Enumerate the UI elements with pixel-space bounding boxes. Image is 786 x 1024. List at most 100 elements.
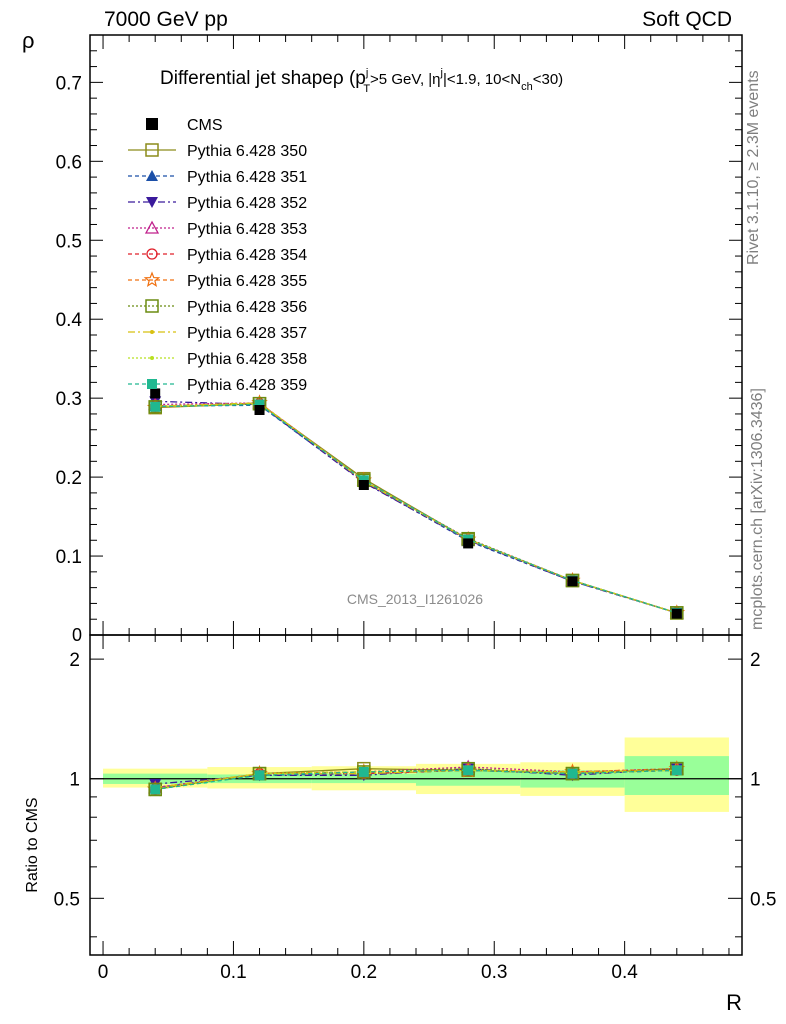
ratio-series-line-9 bbox=[155, 769, 677, 791]
legend-label-5: Pythia 6.428 355 bbox=[187, 273, 307, 290]
legend-entry-0: Pythia 6.428 350 bbox=[128, 143, 307, 160]
ratio-panel-axes: 0.5 0.5 1 1 2 2 0 0.1 0.2 0.3 0.4 bbox=[54, 635, 776, 983]
cms-point-0 bbox=[150, 388, 161, 399]
series-line-7 bbox=[155, 402, 677, 614]
title-part-2: >5 GeV, |η bbox=[370, 71, 440, 88]
main-y-tick-label: 0.4 bbox=[56, 310, 83, 331]
legend-marker-cms bbox=[146, 118, 158, 130]
mcplots-reference-label: mcplots.cern.ch [arXiv:1306.3436] bbox=[749, 388, 766, 630]
title-part-3: |<1.9, 10<N bbox=[443, 71, 521, 88]
series-9-point-1 bbox=[254, 399, 265, 410]
legend-marker-5 bbox=[143, 271, 161, 288]
x-tick-label: 0.2 bbox=[351, 962, 377, 983]
main-y-zero-label: 0 bbox=[72, 625, 82, 645]
legend-marker-2 bbox=[146, 197, 158, 208]
title-sup-1: j bbox=[365, 67, 368, 79]
main-y-tick-label: 0.5 bbox=[56, 231, 82, 252]
main-panel-data-points bbox=[150, 388, 682, 619]
legend-entry-7: Pythia 6.428 357 bbox=[128, 325, 307, 342]
ratio-y-tick-label-right: 1 bbox=[750, 770, 761, 791]
ratio-series-9-point-1 bbox=[254, 770, 265, 781]
legend-label-0: Pythia 6.428 350 bbox=[187, 143, 307, 160]
legend-label-cms: CMS bbox=[187, 117, 223, 134]
title-sub-2: ch bbox=[521, 81, 533, 93]
watermark-label: CMS_2013_I1261026 bbox=[347, 591, 483, 607]
ratio-y-tick-label-right: 0.5 bbox=[750, 889, 776, 910]
legend-label-6: Pythia 6.428 356 bbox=[187, 299, 307, 316]
header-left-label: 7000 GeV pp bbox=[104, 8, 228, 31]
main-y-tick-label: 0.7 bbox=[56, 73, 82, 94]
title-main: Differential jet shapeρ (p bbox=[160, 68, 366, 89]
ratio-series-9-point-0 bbox=[150, 784, 161, 795]
main-y-tick-label: 0.6 bbox=[56, 152, 82, 173]
legend-label-9: Pythia 6.428 359 bbox=[187, 377, 307, 394]
legend-label-7: Pythia 6.428 357 bbox=[187, 325, 307, 342]
legend-marker-9 bbox=[147, 379, 157, 389]
x-tick-label: 0.3 bbox=[481, 962, 507, 983]
legend-label-2: Pythia 6.428 352 bbox=[187, 195, 307, 212]
series-line-5 bbox=[155, 402, 677, 614]
legend-marker-7 bbox=[150, 330, 154, 334]
legend-marker-0 bbox=[145, 143, 159, 157]
cms-point-4 bbox=[567, 576, 578, 587]
series-9-point-0 bbox=[150, 401, 161, 412]
legend-entry-9: Pythia 6.428 359 bbox=[128, 377, 307, 394]
legend: CMS Pythia 6.428 350 Pythia 6.428 351 Pythi… bbox=[128, 117, 307, 394]
series-line-8 bbox=[155, 403, 677, 614]
ratio-y-tick-label-right: 2 bbox=[750, 650, 761, 671]
ratio-series-9-point-2 bbox=[358, 766, 369, 777]
cms-point-5 bbox=[671, 608, 682, 619]
legend-label-8: Pythia 6.428 358 bbox=[187, 351, 307, 368]
legend-entry-6: Pythia 6.428 356 bbox=[128, 299, 307, 316]
title-sup-2: j bbox=[440, 67, 443, 79]
ratio-y-tick-label-left: 0.5 bbox=[54, 889, 80, 910]
ratio-series-9-point-5 bbox=[671, 765, 682, 776]
ratio-series-line-7 bbox=[155, 769, 677, 789]
main-y-tick-label: 0.2 bbox=[56, 468, 82, 489]
ratio-series-9-point-3 bbox=[463, 765, 474, 776]
series-line-4 bbox=[155, 403, 677, 614]
legend-entry-3: Pythia 6.428 353 bbox=[128, 220, 307, 238]
legend-marker-8 bbox=[150, 356, 154, 360]
ratio-y-tick-label-left: 2 bbox=[69, 650, 80, 671]
x-tick-label: 0.4 bbox=[611, 962, 638, 983]
series-line-3 bbox=[155, 402, 677, 614]
series-6-point-5 bbox=[670, 606, 684, 620]
legend-entry-2: Pythia 6.428 352 bbox=[128, 195, 307, 212]
main-y-axis-label: ρ bbox=[22, 28, 35, 53]
x-tick-label: 0 bbox=[98, 962, 109, 983]
x-tick-label: 0.1 bbox=[220, 962, 246, 983]
x-axis-label: R bbox=[726, 990, 742, 1015]
legend-entry-8: Pythia 6.428 358 bbox=[128, 351, 307, 368]
cms-point-2 bbox=[358, 480, 369, 490]
ratio-panel-bands bbox=[90, 737, 742, 812]
header-right-label: Soft QCD bbox=[642, 8, 732, 31]
legend-marker-1 bbox=[146, 170, 158, 181]
main-panel-y-axis: 0.1 0.2 0.3 0.4 0.5 0.6 0.7 bbox=[56, 34, 742, 636]
series-line-0 bbox=[155, 403, 677, 614]
legend-marker-4 bbox=[146, 248, 158, 260]
legend-label-4: Pythia 6.428 354 bbox=[187, 247, 307, 264]
legend-marker-3 bbox=[144, 220, 160, 234]
ratio-series-9-point-4 bbox=[567, 768, 578, 779]
series-6-point-4 bbox=[565, 573, 580, 588]
ratio-series-line-3 bbox=[155, 766, 677, 789]
legend-entry-cms: CMS bbox=[146, 117, 223, 134]
series-line-6 bbox=[155, 403, 677, 614]
ratio-panel-series bbox=[146, 759, 686, 797]
title-sub-1: T bbox=[363, 83, 370, 95]
series-line-2 bbox=[155, 400, 677, 614]
cms-point-1 bbox=[254, 405, 265, 415]
svg-text:Differential jet shapeρ (pjT>5: Differential jet shapeρ (pj T>5 GeV, |ηj|… bbox=[160, 67, 563, 95]
main-y-tick-label: 0.1 bbox=[56, 547, 82, 568]
legend-entry-1: Pythia 6.428 351 bbox=[128, 169, 307, 186]
legend-label-1: Pythia 6.428 351 bbox=[187, 169, 307, 186]
legend-label-3: Pythia 6.428 353 bbox=[187, 221, 307, 238]
legend-entry-4: Pythia 6.428 354 bbox=[128, 247, 307, 264]
legend-marker-6 bbox=[145, 299, 159, 313]
ratio-y-axis-label: Ratio to CMS bbox=[24, 797, 41, 892]
title-part-4: <30) bbox=[533, 71, 563, 88]
ratio-series-6-point-0 bbox=[148, 782, 162, 797]
main-y-tick-label: 0.3 bbox=[56, 389, 82, 410]
